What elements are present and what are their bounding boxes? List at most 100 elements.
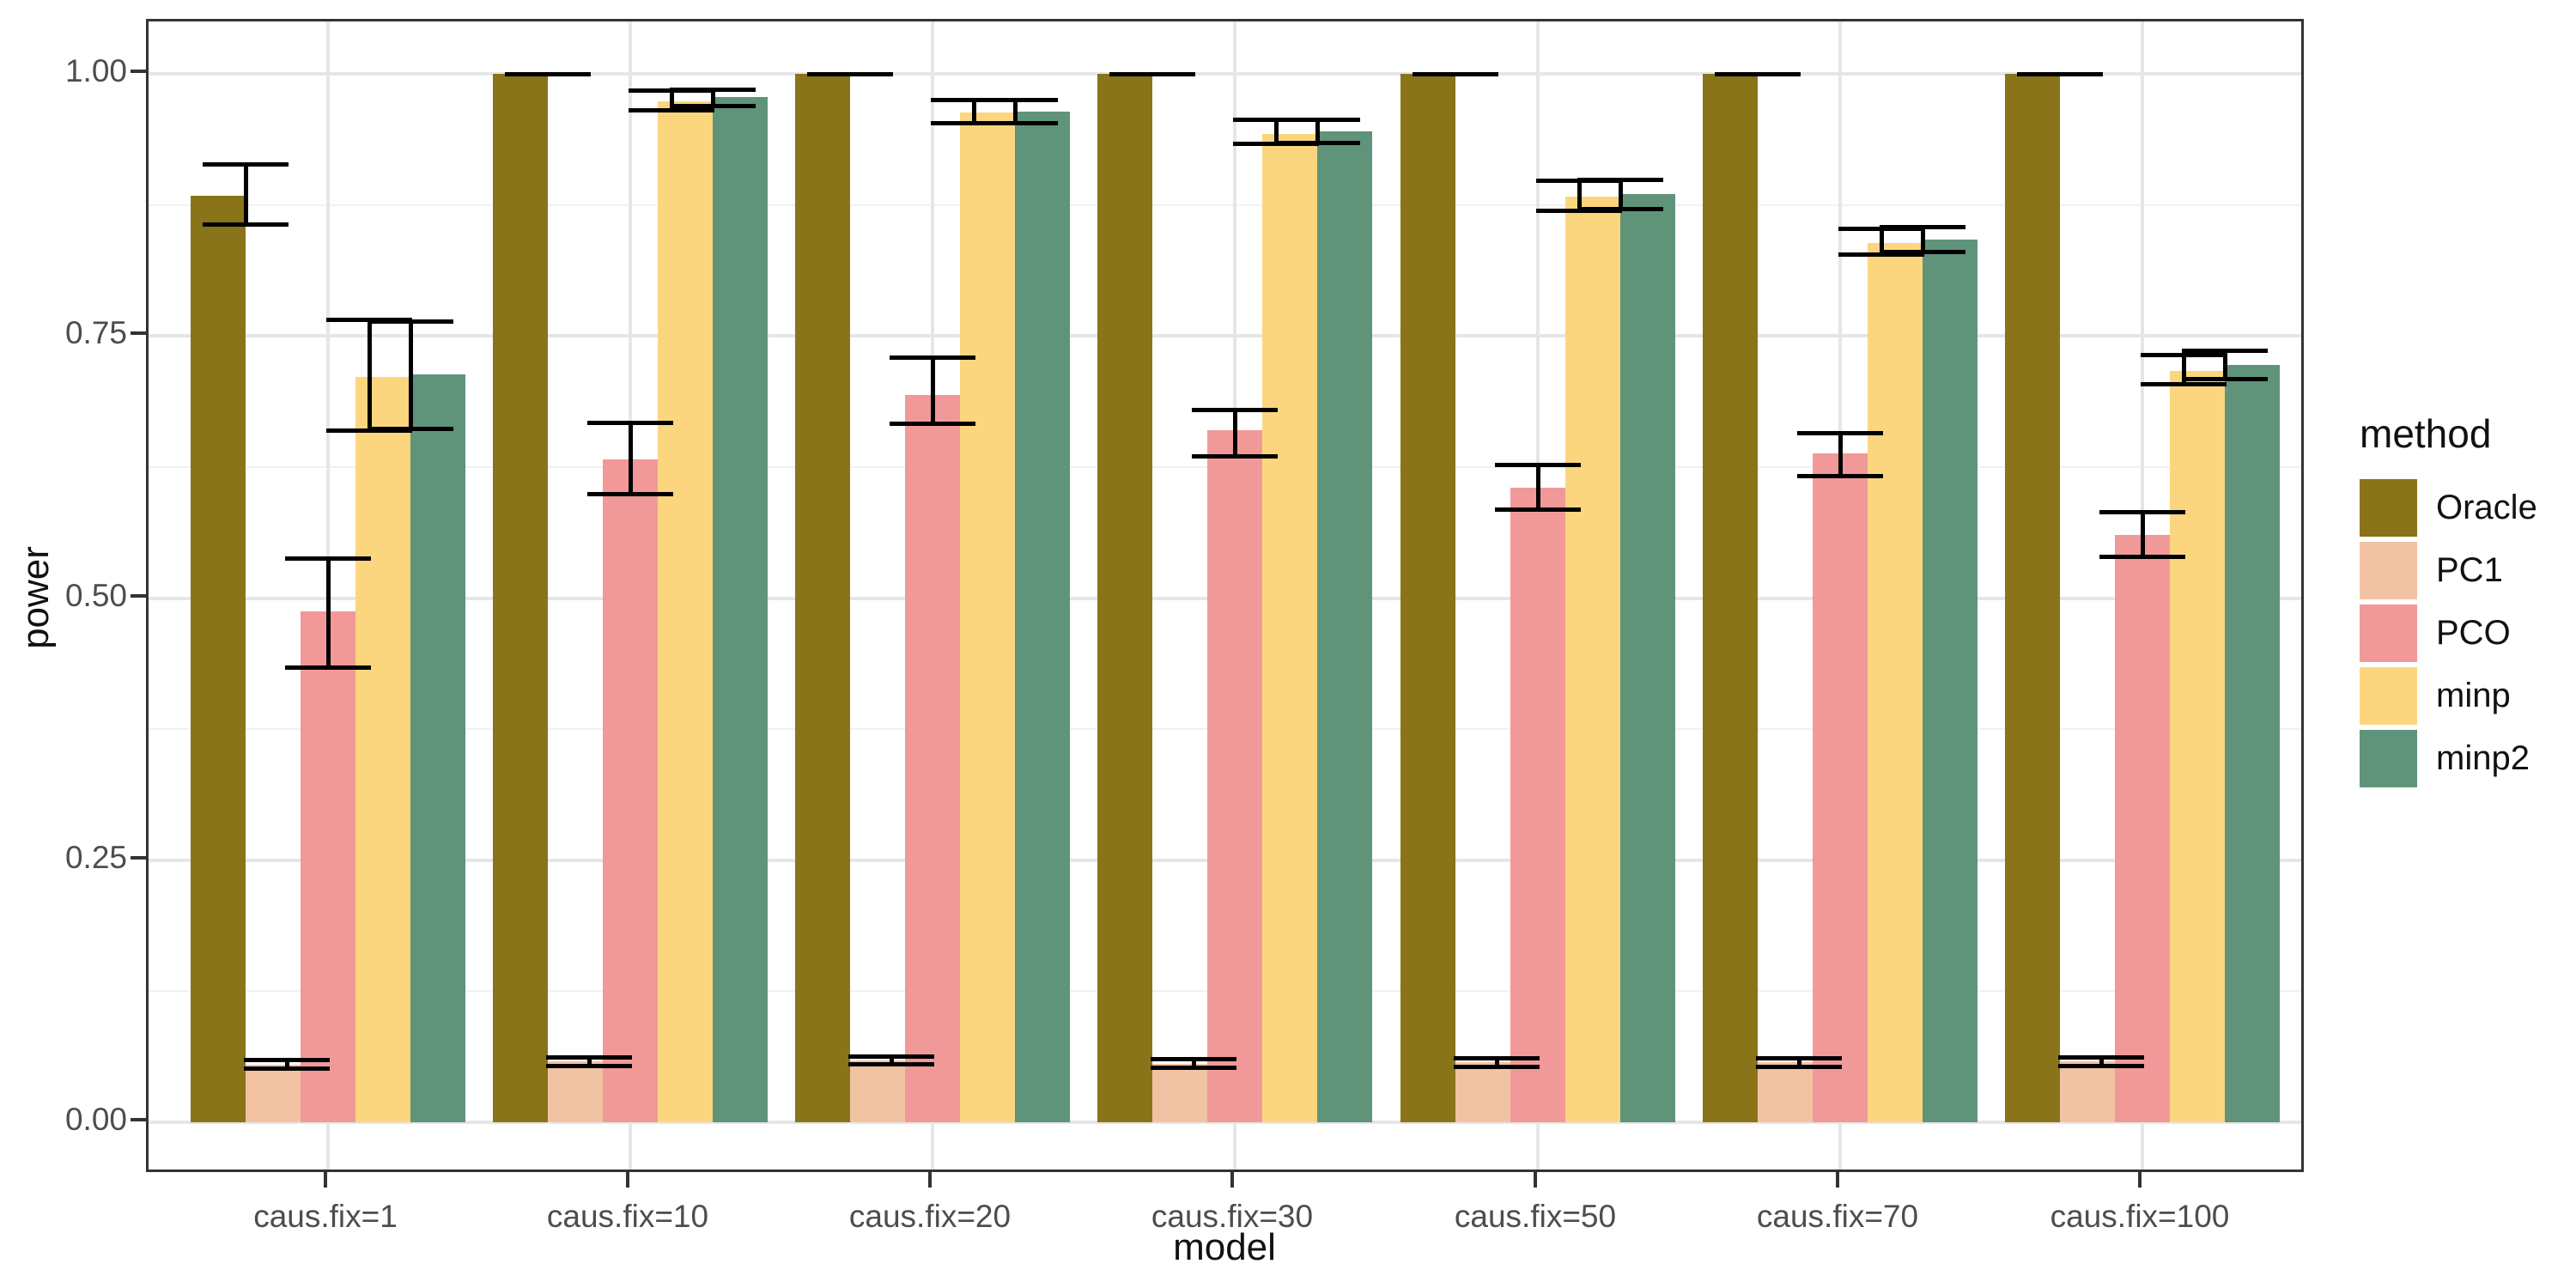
bar-PCO bbox=[1813, 453, 1868, 1122]
legend-title: method bbox=[2360, 411, 2492, 456]
x-axis-title: model bbox=[1173, 1226, 1276, 1268]
legend-row-Oracle: Oracle bbox=[2360, 479, 2574, 537]
bar-minp bbox=[960, 112, 1015, 1122]
legend-row-PC1: PC1 bbox=[2360, 542, 2574, 599]
error-bar-cap-PC1 bbox=[1151, 1065, 1236, 1070]
x-tick-mark bbox=[1836, 1172, 1839, 1188]
error-bar-cap-minp2 bbox=[1880, 250, 1965, 255]
error-bar-cap-PCO bbox=[587, 421, 673, 426]
major-gridline bbox=[149, 72, 2301, 76]
y-tick-label: 0.50 bbox=[64, 577, 127, 613]
error-bar-cap-minp2 bbox=[2182, 376, 2268, 381]
error-bar-line-PC1 bbox=[2099, 1057, 2104, 1066]
error-bar-cap-PC1 bbox=[244, 1058, 330, 1063]
legend-label: Oracle bbox=[2436, 489, 2537, 526]
error-bar-cap-PCO bbox=[1797, 431, 1883, 436]
y-tick-mark bbox=[131, 593, 146, 598]
bar-minp bbox=[658, 100, 713, 1122]
error-bar-cap-minp bbox=[2141, 381, 2227, 386]
error-bar-line-minp2 bbox=[710, 89, 715, 106]
error-bar-cap-PCO bbox=[1495, 507, 1581, 513]
error-bar-line-PCO bbox=[325, 558, 331, 668]
error-bar-cap-Oracle bbox=[203, 161, 289, 167]
error-bar-cap-minp bbox=[2141, 352, 2227, 357]
error-bar-cap-minp2 bbox=[2182, 348, 2268, 353]
bar-PC1 bbox=[1758, 1062, 1813, 1122]
error-bar-line-minp2 bbox=[2222, 350, 2227, 380]
error-bar-cap-PC1 bbox=[1454, 1055, 1540, 1060]
error-bar-line-minp2 bbox=[1012, 100, 1018, 124]
x-tick-label: caus.fix=20 bbox=[848, 1199, 1012, 1234]
error-bar-line-PC1 bbox=[284, 1060, 289, 1069]
legend-label: minp2 bbox=[2436, 739, 2530, 777]
y-tick-mark bbox=[131, 855, 146, 860]
bar-minp bbox=[1565, 196, 1620, 1122]
legend-label: PC1 bbox=[2436, 551, 2503, 589]
error-bar-line-PC1 bbox=[1796, 1058, 1801, 1067]
bar-minp2 bbox=[2225, 365, 2280, 1122]
x-tick-mark bbox=[2138, 1172, 2142, 1188]
bar-PC1 bbox=[1152, 1063, 1207, 1122]
error-bar-line-minp bbox=[2181, 355, 2186, 385]
error-bar-line-minp2 bbox=[1315, 119, 1320, 143]
legend-row-PCO: PCO bbox=[2360, 605, 2574, 662]
error-bar-line-minp bbox=[971, 100, 976, 124]
bar-PC1 bbox=[2060, 1061, 2115, 1122]
error-bar-line-PCO bbox=[1838, 433, 1843, 477]
bar-PC1 bbox=[850, 1060, 905, 1122]
error-bar-cap-PC1 bbox=[848, 1054, 934, 1059]
y-tick-mark bbox=[131, 1117, 146, 1121]
error-bar-line-Oracle bbox=[243, 164, 248, 225]
legend-key-swatch bbox=[2360, 730, 2417, 787]
legend-key-swatch bbox=[2360, 542, 2417, 599]
x-tick-mark bbox=[1534, 1172, 1537, 1188]
x-tick-label: caus.fix=30 bbox=[1151, 1199, 1314, 1234]
legend-row-minp2: minp2 bbox=[2360, 730, 2574, 787]
bar-Oracle bbox=[795, 74, 850, 1122]
error-bar-line-PC1 bbox=[1191, 1059, 1196, 1068]
legend-key-swatch bbox=[2360, 667, 2417, 725]
bar-PCO bbox=[301, 611, 355, 1122]
error-bar-cap-PCO bbox=[1192, 408, 1278, 413]
error-bar-line-minp bbox=[669, 90, 674, 111]
error-bar-line-PC1 bbox=[586, 1057, 592, 1066]
error-bar-cap-PCO bbox=[1495, 462, 1581, 467]
bar-Oracle bbox=[493, 74, 548, 1122]
minor-gridline bbox=[149, 204, 2301, 206]
error-bar-cap-minp2 bbox=[972, 98, 1058, 103]
error-bar-cap-minp2 bbox=[670, 87, 756, 92]
error-bar-cap-minp2 bbox=[972, 120, 1058, 125]
bar-Oracle bbox=[1703, 74, 1758, 1122]
error-bar-cap-minp2 bbox=[1880, 224, 1965, 229]
y-tick-mark bbox=[131, 331, 146, 336]
bar-Oracle bbox=[2005, 74, 2060, 1122]
error-bar-cap-minp bbox=[629, 108, 714, 113]
error-bar-cap-PC1 bbox=[1756, 1055, 1842, 1060]
error-bar-cap-Oracle bbox=[505, 71, 591, 76]
bar-minp2 bbox=[1923, 239, 1978, 1122]
bar-PCO bbox=[905, 394, 960, 1122]
error-bar-line-minp bbox=[1273, 119, 1279, 144]
error-bar-line-PCO bbox=[628, 422, 633, 495]
legend-key-swatch bbox=[2360, 479, 2417, 537]
x-tick-label: caus.fix=1 bbox=[253, 1199, 398, 1234]
error-bar-cap-PCO bbox=[2099, 509, 2185, 514]
error-bar-line-PCO bbox=[1535, 465, 1540, 510]
bar-minp2 bbox=[713, 96, 768, 1122]
bar-Oracle bbox=[191, 195, 246, 1122]
x-tick-label: caus.fix=100 bbox=[2050, 1199, 2230, 1234]
error-bar-line-PC1 bbox=[889, 1056, 894, 1065]
legend: method Oracle PC1 PCO minp minp2 bbox=[2360, 410, 2574, 793]
bar-Oracle bbox=[1097, 74, 1152, 1122]
major-gridline bbox=[149, 334, 2301, 338]
error-bar-cap-PC1 bbox=[244, 1066, 330, 1072]
x-tick-label: caus.fix=10 bbox=[546, 1199, 709, 1234]
bar-Oracle bbox=[1400, 74, 1455, 1122]
error-bar-line-minp2 bbox=[408, 321, 413, 429]
x-tick-label: caus.fix=50 bbox=[1454, 1199, 1617, 1234]
bar-PC1 bbox=[548, 1061, 603, 1122]
error-bar-cap-PC1 bbox=[2058, 1054, 2144, 1060]
error-bar-line-minp2 bbox=[1920, 227, 1925, 252]
x-tick-label: caus.fix=70 bbox=[1756, 1199, 1919, 1234]
